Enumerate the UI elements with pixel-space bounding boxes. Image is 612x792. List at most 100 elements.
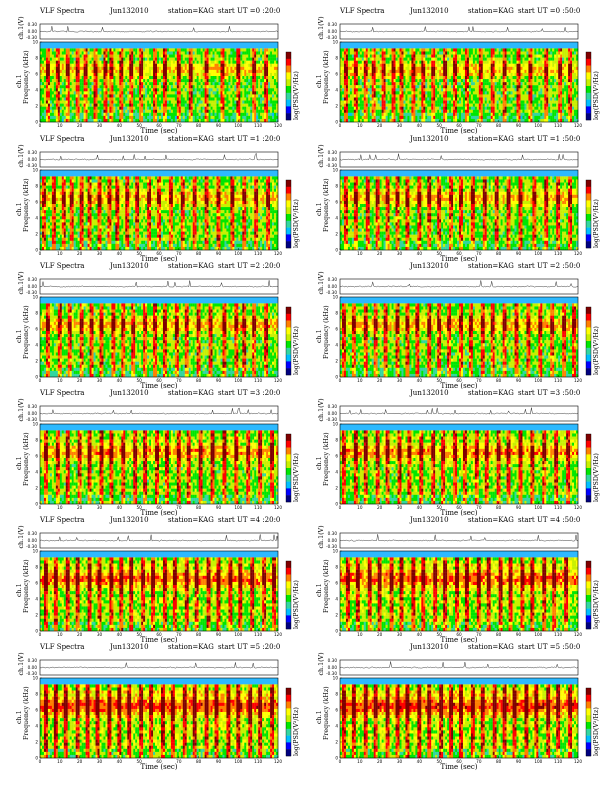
spectrogram-cell [168,69,172,74]
spectrogram-cell [111,76,114,80]
spectrogram-cell [67,112,70,117]
spectrogram-cell [147,60,150,64]
spectrogram-cell [391,115,394,120]
spectrogram-cell [457,48,460,52]
spectrogram-cell [85,118,88,123]
spectrogram-cell [453,112,456,117]
spectrogram-cell [87,109,90,113]
spectrogram-cell [447,94,450,98]
spectrogram-cell [194,88,197,92]
spectrogram-cell [59,91,62,95]
spectrogram-cell [214,48,217,52]
spectrogram-cell [451,66,454,71]
spectrogram-cell [343,76,347,80]
spectrogram-cell [153,48,156,52]
spectrogram-cell [377,54,380,58]
spectrogram-cell [186,109,189,113]
spectrogram-cell [145,115,148,120]
spectrogram-cell [502,112,505,117]
spectrogram-cell [75,48,78,52]
spectrogram-cell [340,118,343,123]
spectrogram-cell [470,51,474,55]
spectrogram-cell [462,54,466,58]
spectrogram-cell [135,57,138,61]
spectrogram-cell [355,100,358,104]
spectrogram-cell [133,91,136,95]
x-tick-label: 40 [117,123,123,128]
spectrogram-cell [365,97,368,101]
spectrogram-cell [395,115,398,120]
spectrogram-cell [427,60,430,64]
spectrogram-cell [433,63,436,67]
spectrogram-cell [99,106,102,110]
spectrogram-cell [180,106,183,110]
spectrogram-cell [480,79,483,83]
spectrogram-cell [246,54,249,58]
spectrogram-cell [83,112,86,117]
spectrogram-cell [379,106,382,110]
spectrogram-cell [51,54,55,58]
spectrogram-cell [498,82,501,86]
spectrogram-cell [218,57,221,61]
spectrogram-cell [441,112,444,117]
spectrogram-cell [159,69,162,74]
spectrogram-cell [437,51,440,55]
spectrogram-cell [170,88,174,92]
spectrogram-cell [437,115,440,120]
spectrogram-cell [443,60,446,64]
spectrogram-cell [188,94,191,98]
spectrogram-cell [111,100,114,104]
spectrogram-cell [395,91,398,95]
spectrogram-cell [482,85,485,89]
spectrogram-cell [439,72,442,77]
spectrogram-cell [180,100,183,104]
spectrogram-cell [196,51,199,55]
spectrogram-cell [351,63,355,67]
spectrogram-cell [427,103,430,107]
spectrogram-cell [220,63,223,67]
spectrogram-cell [115,79,118,83]
spectrogram-cell [389,76,392,80]
spectrogram-cell [462,66,466,71]
spectrogram-cell [188,85,191,89]
spectrogram-cell [87,63,90,67]
spectrogram-cell [65,51,68,55]
spectrogram-cell [83,72,86,77]
spectrogram-cell [250,103,253,107]
spectrogram-cell [105,72,108,77]
spectrogram-cell [443,63,446,67]
spectrogram-cell [464,48,468,52]
spectrogram-cell [254,112,257,117]
spectrogram-cell [423,66,426,71]
spectrogram-cell [81,97,84,101]
spectrogram-cell [103,57,106,61]
spectrogram-cell [474,51,477,55]
spectrogram-cell [274,51,277,55]
spectrogram-cell [41,109,45,113]
spectrogram-cell [445,97,448,101]
spectrogram-cell [89,85,92,89]
spectrogram-cell [57,109,60,113]
spectrogram-cell [67,79,70,83]
spectrogram-cell [441,54,444,58]
spectrogram-cell [266,88,269,92]
spectrogram-cell [488,82,491,86]
spectrogram-cell [371,91,374,95]
spectrogram-cell [71,76,74,80]
spectrogram-cell [343,79,347,83]
spectrogram-cell [266,79,269,83]
spectrogram-cell [49,79,53,83]
spectrogram-cell [254,63,257,67]
spectrogram-cell [260,51,263,55]
spectrogram-cell [101,112,104,117]
spectrogram-cell [141,97,144,101]
spectrogram-cell [427,100,430,104]
spectrogram-cell [457,54,460,58]
spectrogram-cell [77,100,80,104]
spectrogram-cell [353,94,357,98]
spectrogram-cell [403,66,406,71]
spectrogram-cell [421,100,424,104]
spectrogram-cell [208,54,211,58]
spectrogram-cell [206,51,209,55]
spectrogram-cell [391,88,394,92]
